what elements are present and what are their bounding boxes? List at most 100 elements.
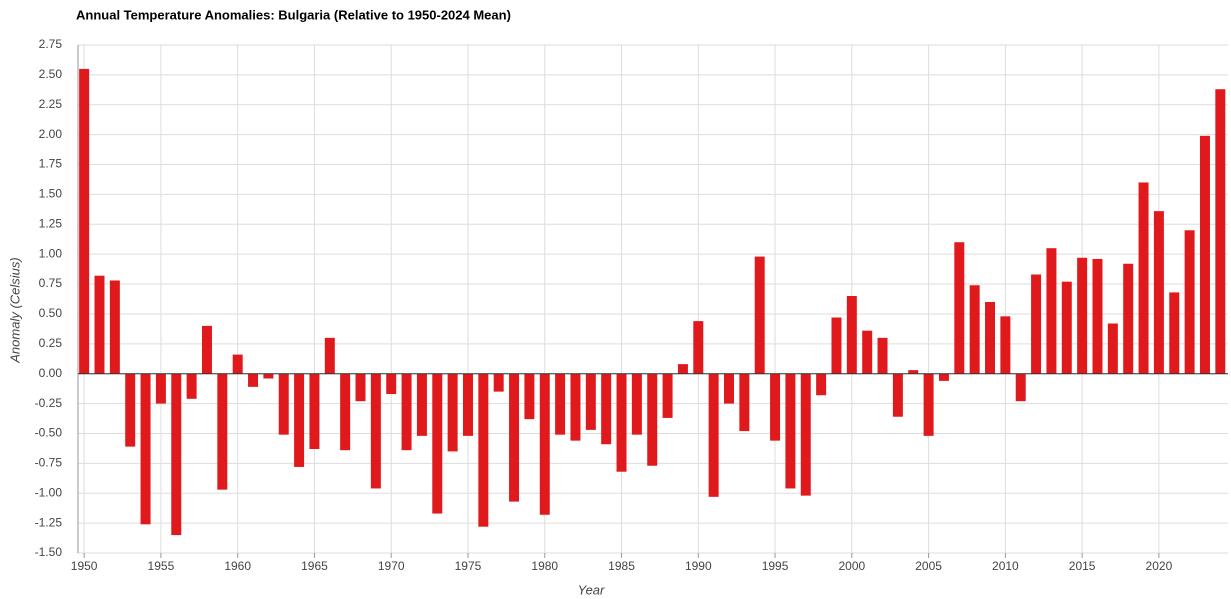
y-tick-label: -0.75	[35, 456, 63, 470]
bar	[570, 373, 581, 441]
bar	[1061, 281, 1072, 374]
bar	[509, 373, 520, 502]
x-tick-label: 2010	[992, 559, 1019, 573]
bar	[1184, 230, 1195, 374]
bar	[340, 373, 351, 451]
y-tick-label: 2.50	[39, 67, 63, 81]
x-tick-label: 1965	[301, 559, 328, 573]
bar	[816, 373, 827, 396]
bar	[985, 301, 996, 374]
bar	[217, 373, 228, 490]
bar	[1153, 211, 1164, 374]
bar	[1031, 274, 1042, 374]
bar	[125, 373, 136, 447]
bar	[1215, 89, 1226, 374]
y-tick-label: 1.50	[39, 187, 63, 201]
y-axis-label: Anomaly (Celsius)	[7, 257, 22, 363]
bar	[647, 373, 658, 466]
bar	[1015, 373, 1026, 402]
bar	[1123, 263, 1134, 374]
y-tick-label: 1.25	[39, 216, 63, 230]
bar	[94, 275, 105, 374]
bar	[954, 242, 965, 374]
bar	[739, 373, 750, 432]
bar	[800, 373, 811, 496]
x-tick-label: 1960	[224, 559, 251, 573]
bar	[232, 354, 243, 374]
bar	[386, 373, 397, 395]
bar	[785, 373, 796, 489]
bar	[1077, 257, 1088, 374]
y-tick-label: 0.25	[39, 336, 63, 350]
bar	[432, 373, 443, 514]
bar	[462, 373, 473, 436]
y-tick-label: 0.00	[39, 366, 63, 380]
bar	[1199, 135, 1210, 374]
bar	[186, 373, 197, 399]
bar	[370, 373, 381, 489]
bar	[677, 364, 688, 374]
bar	[601, 373, 612, 445]
bar	[278, 373, 289, 435]
x-tick-label: 1980	[531, 559, 558, 573]
bar	[877, 337, 888, 374]
bar	[1138, 182, 1149, 374]
bar	[892, 373, 903, 417]
x-tick-label: 2015	[1069, 559, 1096, 573]
bar	[831, 317, 842, 374]
y-tick-label: 1.75	[39, 157, 63, 171]
x-tick-label: 1975	[455, 559, 482, 573]
bar	[201, 325, 212, 374]
bar	[524, 373, 535, 420]
bar	[171, 373, 182, 536]
bar	[616, 373, 627, 472]
y-tick-label: -1.25	[35, 515, 63, 529]
bar	[493, 373, 504, 392]
bar	[416, 373, 427, 436]
y-tick-label: -0.25	[35, 396, 63, 410]
bar	[1046, 248, 1057, 374]
bar	[923, 373, 934, 436]
chart-title: Annual Temperature Anomalies: Bulgaria (…	[76, 7, 511, 22]
bar	[555, 373, 566, 435]
bar	[724, 373, 734, 404]
bar	[155, 373, 166, 404]
bar	[478, 373, 489, 527]
bar	[1000, 316, 1011, 374]
bar	[248, 373, 259, 387]
x-tick-label: 1995	[762, 559, 789, 573]
bar	[754, 256, 765, 374]
x-tick-label: 1990	[685, 559, 712, 573]
bar	[294, 373, 305, 467]
bar	[862, 330, 873, 374]
y-tick-label: -0.50	[35, 426, 63, 440]
bar	[585, 373, 596, 430]
y-tick-label: 1.00	[39, 246, 63, 260]
bar	[140, 373, 151, 525]
x-tick-label: 2020	[1146, 559, 1173, 573]
bar	[708, 373, 719, 497]
bar	[1092, 258, 1103, 374]
bar	[846, 296, 857, 374]
bar	[969, 285, 980, 374]
y-tick-label: -1.50	[35, 545, 63, 559]
y-tick-label: 2.75	[39, 37, 63, 51]
x-tick-label: 1950	[71, 559, 98, 573]
bar	[539, 373, 550, 515]
bar	[263, 373, 274, 379]
bar	[109, 280, 120, 374]
bar	[938, 373, 949, 381]
y-tick-label: 0.75	[39, 276, 63, 290]
bar	[662, 373, 673, 418]
y-tick-label: 2.00	[39, 127, 63, 141]
x-tick-label: 2000	[838, 559, 865, 573]
bar	[79, 68, 90, 374]
bar	[770, 373, 781, 441]
bar	[324, 337, 335, 374]
x-tick-label: 1970	[378, 559, 405, 573]
x-tick-label: 1955	[148, 559, 175, 573]
y-tick-label: -1.00	[35, 485, 63, 499]
bar	[631, 373, 642, 435]
bar	[1107, 323, 1118, 374]
